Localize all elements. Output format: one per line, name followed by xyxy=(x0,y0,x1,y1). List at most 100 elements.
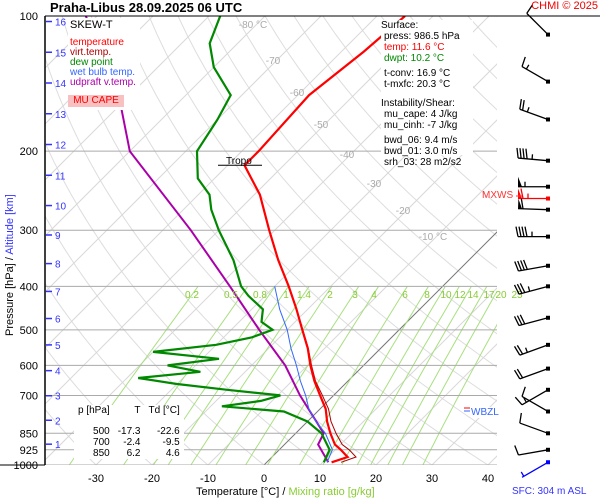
altitude-tick-label: 11 xyxy=(55,171,66,182)
barb-feather xyxy=(518,226,522,237)
wind-barb xyxy=(517,198,550,212)
barb-shaft xyxy=(518,157,549,162)
barb-feather xyxy=(513,316,520,326)
wind-barb xyxy=(515,226,550,239)
barb-half-feather xyxy=(526,107,530,113)
surface-heading: Surface: xyxy=(381,20,419,31)
mixing-ratio-label: 2 xyxy=(327,290,333,301)
barb-feather xyxy=(513,346,521,356)
series-updraft-v-temp- xyxy=(84,16,330,463)
barb-feather xyxy=(520,198,524,209)
table-cell: -2.4 xyxy=(123,437,141,448)
table-cell: -22.6 xyxy=(156,426,180,437)
series-temperature xyxy=(243,16,406,464)
isotherm-label: -10 °C xyxy=(419,232,447,243)
altitude-tick-label: 3 xyxy=(55,392,61,403)
altitude-tick-label: 13 xyxy=(55,110,67,121)
barb-feather xyxy=(520,260,525,271)
barb-shaft xyxy=(519,108,549,121)
barb-half-feather xyxy=(520,471,525,477)
mixing-ratio-label: 6 xyxy=(402,290,408,301)
altitude-tick-label: 12 xyxy=(55,141,67,152)
isotherm xyxy=(151,119,497,465)
barb-feather xyxy=(513,369,521,380)
altitude-tick-label: 1 xyxy=(55,440,61,451)
temp-tick-label: -20 xyxy=(144,473,160,485)
temp-tick-label: 20 xyxy=(370,473,382,485)
barb-shaft xyxy=(526,12,549,36)
mixing-ratio-line xyxy=(422,323,497,465)
mixing-ratio-line xyxy=(401,290,497,465)
surface-temp: temp: 11.6 °C xyxy=(384,42,445,53)
wind-barb xyxy=(513,366,550,380)
dry-adiabat xyxy=(526,16,600,465)
temp-tick-label: -10 xyxy=(200,473,216,485)
temp-tick-label: 40 xyxy=(482,473,494,485)
wind-barb xyxy=(516,147,550,163)
surface-tconv: t-conv: 16.9 °C xyxy=(384,68,451,79)
barb-feather xyxy=(515,226,519,237)
pressure-tick-label: 925 xyxy=(20,445,38,457)
altitude-tick-label: 8 xyxy=(55,260,61,271)
temp-tick-label: 0 xyxy=(261,473,267,485)
pressure-tick-label: 300 xyxy=(20,225,38,237)
altitude-tick-label: 15 xyxy=(55,48,67,59)
series-wet-bulb-temp- xyxy=(274,286,333,463)
bwd06-value: bwd_06: 9.4 m/s xyxy=(384,135,458,146)
x-label-mixing: Mixing ratio [g/kg] xyxy=(288,486,375,498)
mixing-ratio-line xyxy=(167,286,289,465)
wind-barb xyxy=(519,412,550,436)
mixing-ratio-label: 4 xyxy=(371,290,377,301)
pressure-tick-label: 100 xyxy=(20,11,38,23)
dry-adiabat xyxy=(322,16,497,205)
mu-cape-value: mu_cape: 4 J/kg xyxy=(384,109,458,120)
dry-adiabat xyxy=(293,16,497,237)
barb-shaft xyxy=(518,285,549,295)
mixing-ratio-line xyxy=(356,286,460,465)
isotherm-label: -70 xyxy=(266,56,281,67)
mixing-ratio-label: 14 xyxy=(467,290,479,301)
barb-feather xyxy=(521,386,526,397)
isotherm-label: -30 xyxy=(367,179,382,190)
barb-feather xyxy=(519,283,526,293)
altitude-tick-label: 10 xyxy=(55,202,67,213)
barb-feather xyxy=(522,148,525,159)
barb-feather xyxy=(524,226,528,237)
mixing-ratio-line xyxy=(387,286,488,465)
barb-shaft xyxy=(519,368,549,380)
chart-title: Praha-Libus 28.09.2025 06 UTC xyxy=(50,0,243,15)
isotherm xyxy=(45,16,434,405)
mixing-ratio-label: 20 xyxy=(495,290,507,301)
table-cell: -17.3 xyxy=(117,426,141,437)
instability-heading: Instability/Shear: xyxy=(381,98,455,109)
pressure-tick-label: 600 xyxy=(20,360,38,372)
y-label-pressure: Pressure [hPa] xyxy=(4,263,16,336)
pressure-tick-label: 200 xyxy=(20,146,38,158)
mixing-ratio-label: 0.5 xyxy=(224,290,238,301)
x-label-temp: Temperature [°C] xyxy=(196,486,280,498)
mu-cinh-value: mu_cinh: -7 J/kg xyxy=(384,120,458,131)
barb-feather xyxy=(519,412,522,424)
pressure-tick-label: 500 xyxy=(20,325,38,337)
barb-feather xyxy=(525,148,528,159)
barb-feather xyxy=(516,315,523,326)
temp-tick-label: -30 xyxy=(88,473,104,485)
temp-tick-label: 30 xyxy=(426,473,438,485)
table-row: 700 -2.4 -9.5 xyxy=(74,437,184,448)
sfc-label: SFC: 304 m ASL xyxy=(512,486,587,497)
barb-pennant xyxy=(518,176,522,187)
isotherm xyxy=(45,16,322,293)
legend-wet-bulb: wet bulb temp. xyxy=(70,67,136,78)
isotherm-label: -20 xyxy=(396,206,411,217)
barb-feather xyxy=(513,284,520,295)
altitude-tick-label: 9 xyxy=(55,231,61,242)
x-label-sep: / xyxy=(282,486,286,498)
barb-feather xyxy=(516,147,519,159)
y-label-altitude: Altitude [km] xyxy=(4,194,16,255)
isotherm xyxy=(319,287,497,465)
mixing-ratio-label: 10 xyxy=(440,290,452,301)
barb-feather xyxy=(514,445,520,456)
y-label-sep: / xyxy=(4,257,16,261)
isotherm-label: -50 xyxy=(314,120,329,131)
